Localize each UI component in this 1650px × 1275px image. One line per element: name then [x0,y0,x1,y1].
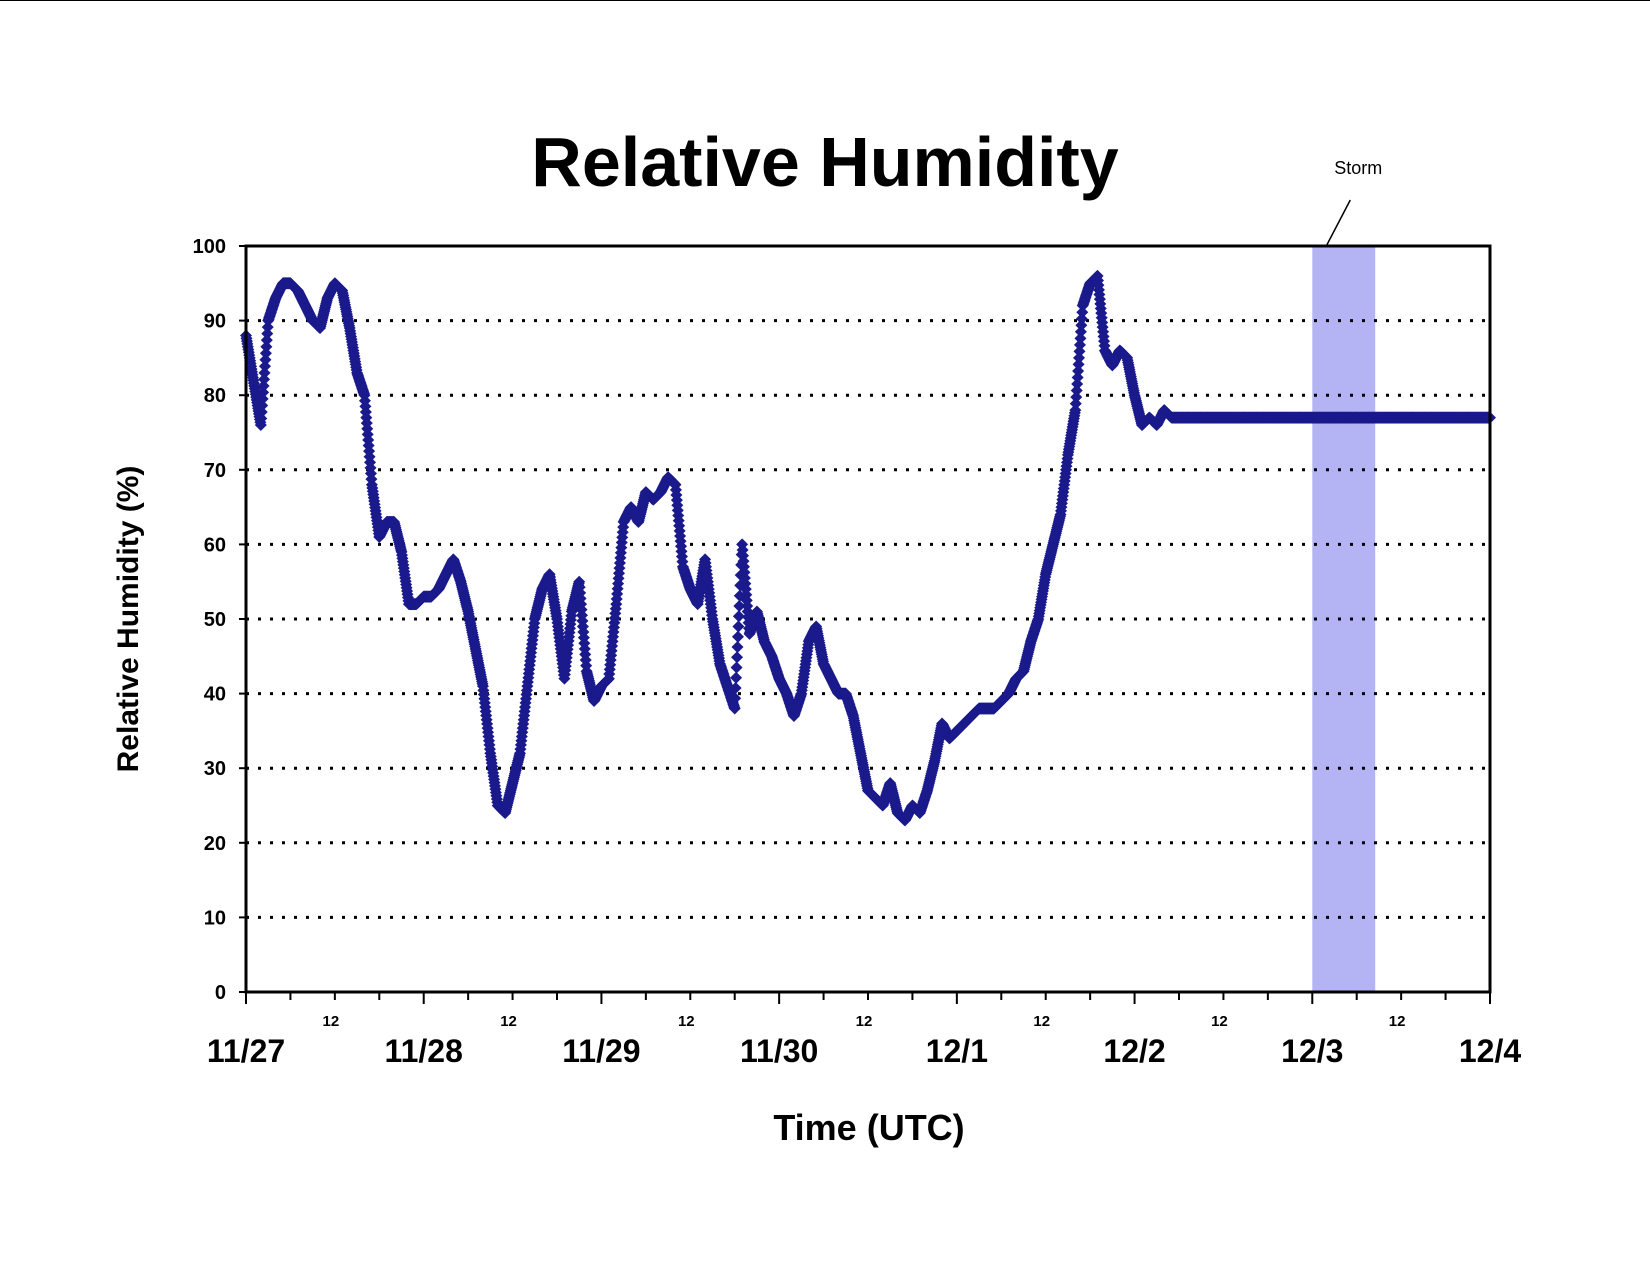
x-minor-tick-label: 12 [678,1013,695,1030]
data-point [732,610,745,623]
x-tick-label: 12/4 [1459,1033,1521,1069]
data-point [1072,364,1085,377]
y-tick-label-20: 20 [204,833,226,855]
top-border-line [0,0,1650,1]
data-point [1075,312,1088,325]
data-point [731,651,744,664]
data-point [729,682,742,695]
data-point [1072,358,1085,371]
x-minor-tick-label: 12 [323,1013,340,1030]
storm-pointer-line [1325,199,1351,247]
data-point [258,360,271,373]
data-point [257,386,270,399]
y-tick-label-70: 70 [204,460,226,482]
data-point [1069,404,1082,417]
y-tick-label-100: 100 [193,236,226,258]
data-point [1070,384,1083,397]
storm-band [1312,246,1376,992]
data-point [1070,391,1083,404]
data-series [240,269,1496,827]
x-minor-tick-label: 12 [856,1013,873,1030]
data-point [1075,319,1088,332]
x-tick-label: 12/2 [1103,1033,1165,1069]
data-point [1071,371,1084,384]
storm-label: Storm [1334,158,1382,178]
x-minor-tick-label: 12 [500,1013,517,1030]
x-tick-label: 11/30 [740,1033,818,1069]
y-tick-label-80: 80 [204,385,226,407]
data-point [254,419,267,432]
data-point [260,334,273,347]
data-point [728,702,741,715]
y-tick-label-90: 90 [204,311,226,333]
data-point [730,671,743,684]
data-point [1069,397,1082,410]
y-tick-label-0: 0 [215,982,226,1004]
data-point [257,379,270,392]
data-point [1073,345,1086,358]
data-point [258,366,271,379]
data-point [261,321,274,334]
x-minor-tick-label: 12 [1389,1013,1406,1030]
data-point [1076,306,1089,319]
y-axis-title: Relative Humidity (%) [112,466,145,773]
data-point [261,327,274,340]
y-tick-label-30: 30 [204,758,226,780]
x-tick-label: 11/27 [207,1033,285,1069]
data-point [732,620,745,633]
data-point [260,340,273,353]
data-point [1073,338,1086,351]
x-tick-label: 12/3 [1281,1033,1343,1069]
data-point [256,392,269,405]
y-tick-label-10: 10 [204,907,226,929]
data-point [733,599,746,612]
data-point [1073,351,1086,364]
data-point [255,412,268,425]
data-point [730,661,743,674]
y-tick-label-60: 60 [204,534,226,556]
x-minor-tick-label: 12 [1211,1013,1228,1030]
data-point [1074,325,1087,338]
x-axis-ticks: 11/27 11/28 11/29 11/30 12/1 12/2 12/3 12/4 12 12… [207,992,1521,1069]
storm-annotation: Storm [1312,158,1382,992]
data-point [731,630,744,643]
data-point [1071,378,1084,391]
data-point [729,692,742,705]
y-tick-label-40: 40 [204,684,226,706]
x-tick-label: 12/1 [926,1033,988,1069]
data-point [255,405,268,418]
x-tick-label: 11/29 [562,1033,640,1069]
x-axis-title: Time (UTC) [773,1107,964,1148]
y-tick-label-50: 50 [204,609,226,631]
x-tick-label: 11/28 [385,1033,463,1069]
data-point [1074,332,1087,345]
data-point [259,353,272,366]
data-point [731,640,744,653]
data-point [259,347,272,360]
chart-title: Relative Humidity [531,123,1118,201]
gridlines [246,319,1490,919]
y-axis-ticks: 0 10 20 30 40 50 60 70 80 90 100 [193,236,246,1004]
data-point [258,373,271,386]
x-minor-tick-label: 12 [1033,1013,1050,1030]
data-point [256,399,269,412]
